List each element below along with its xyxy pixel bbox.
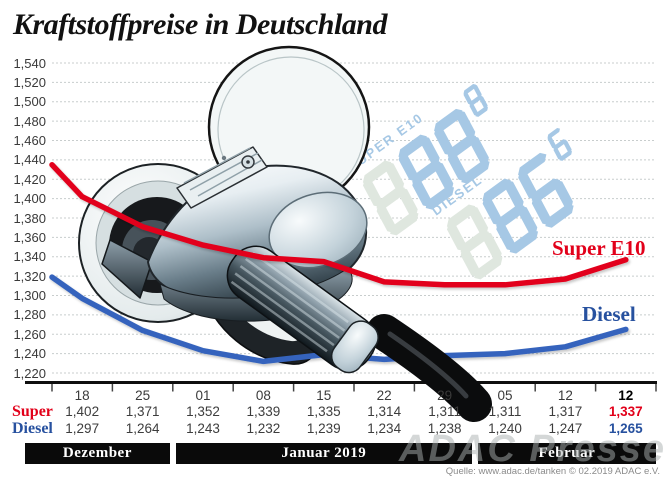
table-value-cell: 1,352 [186, 404, 220, 419]
table-value-cell: 1,239 [306, 421, 341, 436]
y-axis-label: 1,340 [13, 249, 46, 265]
table-row-label: Super [12, 403, 53, 420]
x-axis-tick-label: 01 [195, 388, 211, 403]
x-axis-tick-label: 05 [497, 388, 513, 403]
table-value-cell: 1,247 [548, 421, 583, 436]
month-band: Dezember [25, 443, 170, 464]
x-axis-tick-label: 29 [437, 388, 453, 403]
super-e10-line-label: Super E10 [552, 236, 646, 260]
source-attribution: Quelle: www.adac.de/tanken © 02.2019 ADA… [445, 466, 660, 477]
y-axis-label: 1,400 [13, 191, 46, 207]
table-row-label: Diesel [12, 420, 53, 437]
x-axis-tick-label: 12 [557, 388, 573, 403]
x-axis-tick-label: 08 [255, 388, 271, 403]
page-title: Kraftstoffpreise in Deutschland [13, 8, 388, 41]
table-value-cell: 1,265 [608, 421, 643, 436]
seven-segment-sup-digit [462, 82, 489, 118]
table-value-cell: 1,317 [548, 404, 583, 419]
month-band-label: Februar [538, 445, 596, 461]
y-axis-label: 1,220 [13, 365, 46, 381]
table-value-cell: 1,264 [125, 421, 160, 436]
fuel-hose-highlight [387, 331, 469, 399]
y-axis-label: 1,500 [13, 94, 46, 110]
table-value-cell: 1,240 [488, 421, 522, 436]
month-band-label: Dezember [62, 445, 132, 461]
table-value-cell: 1,311 [428, 404, 461, 419]
grip-ribs [230, 251, 349, 353]
y-axis-label: 1,240 [13, 346, 46, 362]
month-band: Januar 2019 [175, 443, 472, 464]
nozzle-grip-and-hose [226, 245, 492, 422]
table-value-cell: 1,234 [367, 421, 402, 436]
grip-collar [330, 320, 379, 374]
x-axis-tick-label: 12 [618, 388, 634, 403]
month-band-label: Januar 2019 [281, 445, 367, 461]
y-axis-label: 1,520 [13, 74, 46, 90]
table-value-cell: 1,402 [65, 404, 100, 419]
x-axis-tick-label: 25 [135, 388, 151, 403]
x-axis [25, 381, 657, 392]
diesel-line-label: Diesel [582, 302, 636, 326]
table-value-cell: 1,297 [65, 421, 100, 436]
table-value-cell: 1,311 [488, 404, 522, 419]
nozzle-spout [101, 239, 153, 299]
y-axis-label: 1,480 [13, 113, 46, 129]
table-value-cell: 1,232 [246, 421, 281, 436]
x-axis-tick-label: 22 [376, 388, 392, 403]
y-axis-label: 1,280 [13, 307, 46, 323]
screw-dot [246, 160, 250, 164]
table-value-cell: 1,371 [125, 404, 160, 419]
y-axis-label: 1,300 [13, 288, 46, 303]
x-axis-tick-label: 18 [74, 388, 90, 403]
y-axis-label: 1,380 [13, 210, 46, 226]
y-axis-label: 1,460 [13, 133, 46, 148]
table-value-cell: 1,238 [427, 421, 462, 436]
grip-barrel [226, 245, 377, 371]
x-axis-tick-label: 15 [316, 388, 332, 403]
y-axis-label: 1,420 [13, 171, 46, 187]
table-value-cell: 1,337 [608, 404, 643, 419]
table-value-cell: 1,243 [186, 421, 220, 436]
y-axis-label: 1,540 [13, 55, 46, 71]
month-band: Februar [477, 443, 656, 464]
table-value-cell: 1,339 [246, 404, 281, 419]
y-axis-label: 1,320 [13, 268, 46, 284]
super-e10-line [49, 161, 629, 288]
y-axis-label: 1,440 [13, 152, 46, 168]
seven-segment-sup-digit [546, 126, 573, 162]
table-value-cell: 1,335 [306, 404, 341, 419]
y-axis-label: 1,360 [13, 229, 46, 245]
table-value-cell: 1,314 [367, 404, 402, 419]
rivet-dot [221, 155, 227, 161]
y-axis-label: 1,260 [13, 326, 46, 342]
